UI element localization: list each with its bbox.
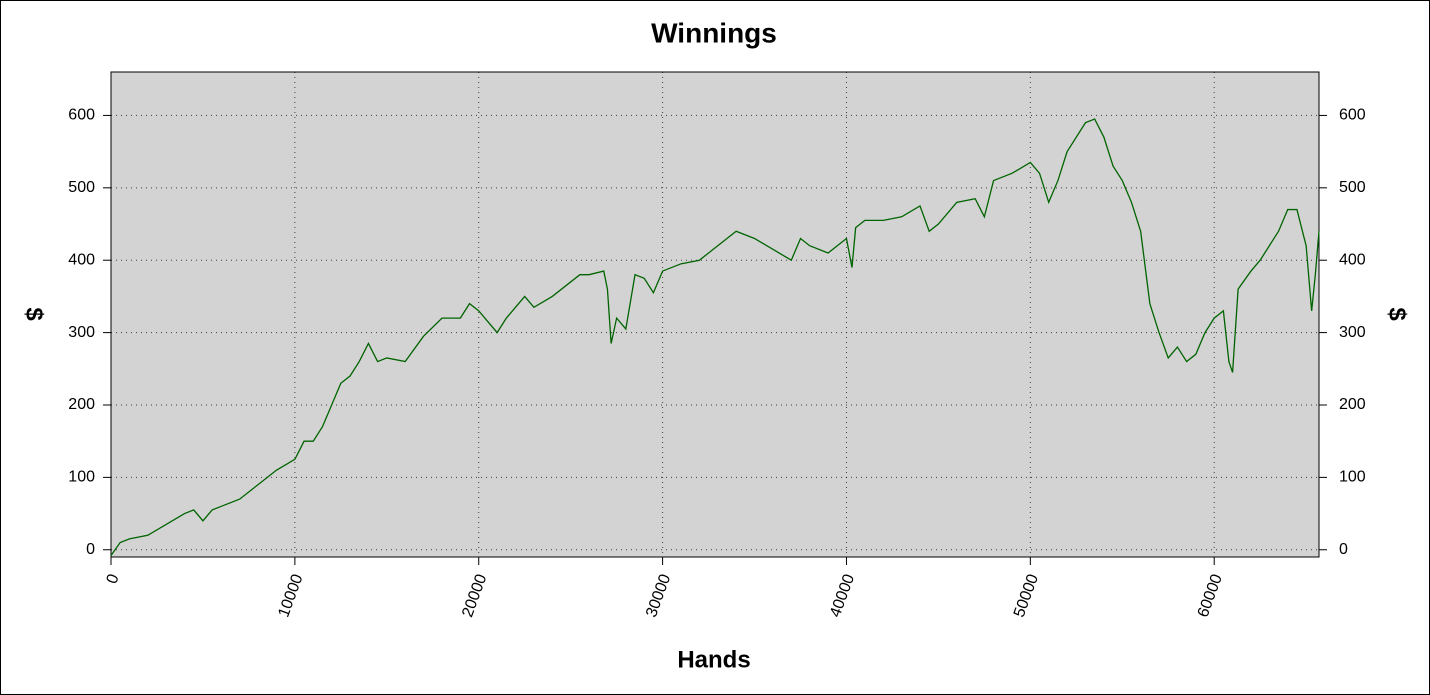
y-tick-label: 100 bbox=[68, 469, 95, 486]
data-line bbox=[110, 118, 1320, 556]
y-tick-label: 600 bbox=[68, 107, 95, 124]
y2-tick-label: 300 bbox=[1339, 324, 1366, 341]
y2-tick-label: 600 bbox=[1339, 107, 1366, 124]
y2-tick-label: 100 bbox=[1339, 469, 1366, 486]
y2-axis-label: $ bbox=[1384, 307, 1411, 321]
y-axis-label: $ bbox=[21, 307, 48, 321]
plot-area bbox=[110, 71, 1320, 558]
y2-tick-label: 400 bbox=[1339, 251, 1366, 268]
y-tick-label: 400 bbox=[68, 251, 95, 268]
y-tick-label: 200 bbox=[68, 396, 95, 413]
y2-tick-label: 0 bbox=[1339, 541, 1348, 558]
chart-title: Winnings bbox=[651, 17, 777, 48]
y-tick-label: 0 bbox=[86, 541, 95, 558]
y-tick-label: 300 bbox=[68, 324, 95, 341]
y2-tick-label: 200 bbox=[1339, 396, 1366, 413]
y2-tick-label: 500 bbox=[1339, 179, 1366, 196]
y-tick-label: 500 bbox=[68, 179, 95, 196]
x-axis-label: Hands bbox=[677, 646, 750, 673]
